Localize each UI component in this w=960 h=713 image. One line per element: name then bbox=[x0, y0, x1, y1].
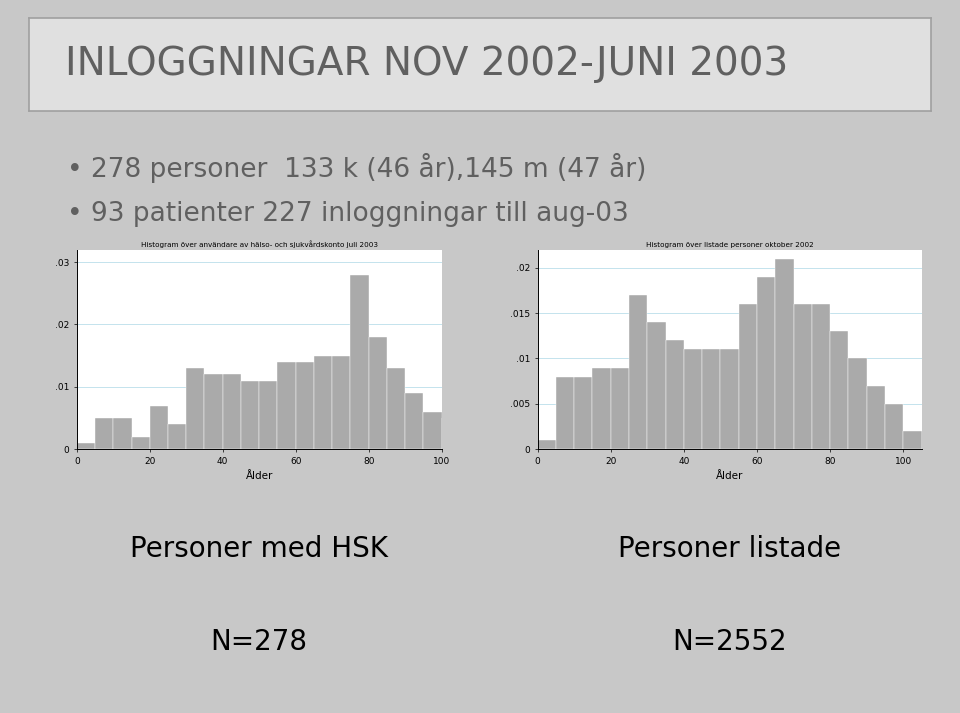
Bar bbox=[812, 304, 830, 449]
X-axis label: Ålder: Ålder bbox=[246, 471, 273, 481]
Text: • 93 patienter 227 inloggningar till aug-03: • 93 patienter 227 inloggningar till aug… bbox=[67, 201, 629, 227]
Bar bbox=[556, 376, 574, 449]
Bar bbox=[757, 277, 776, 449]
Text: N=278: N=278 bbox=[210, 627, 308, 656]
Bar bbox=[849, 359, 867, 449]
Bar bbox=[460, 443, 478, 449]
Text: N=2552: N=2552 bbox=[672, 627, 787, 656]
Title: Histogram över listade personer oktober 2002: Histogram över listade personer oktober … bbox=[646, 242, 813, 248]
Bar bbox=[387, 368, 405, 449]
Bar bbox=[223, 374, 241, 449]
Bar bbox=[77, 443, 95, 449]
Bar bbox=[592, 367, 611, 449]
Bar bbox=[776, 259, 794, 449]
Bar bbox=[903, 431, 922, 449]
Bar bbox=[885, 404, 903, 449]
Bar bbox=[739, 304, 757, 449]
Bar bbox=[95, 418, 113, 449]
Bar bbox=[241, 381, 259, 449]
Title: Histogram över användare av hälso- och sjukvårdskonto juli 2003: Histogram över användare av hälso- och s… bbox=[141, 240, 377, 248]
Bar bbox=[684, 349, 702, 449]
Bar bbox=[186, 368, 204, 449]
Bar bbox=[702, 349, 720, 449]
Bar bbox=[574, 376, 592, 449]
Bar bbox=[332, 356, 350, 449]
Bar bbox=[113, 418, 132, 449]
Bar bbox=[922, 431, 940, 449]
Bar bbox=[132, 436, 150, 449]
Bar bbox=[629, 295, 647, 449]
Text: INLOGGNINGAR NOV 2002-JUNI 2003: INLOGGNINGAR NOV 2002-JUNI 2003 bbox=[65, 45, 788, 83]
Text: Personer listade: Personer listade bbox=[618, 535, 841, 563]
Bar bbox=[314, 356, 332, 449]
Bar bbox=[538, 440, 556, 449]
Bar bbox=[168, 424, 186, 449]
Bar bbox=[277, 361, 296, 449]
Bar bbox=[794, 304, 812, 449]
Bar bbox=[204, 374, 223, 449]
Text: • 278 personer  133 k (46 år),145 m (47 år): • 278 personer 133 k (46 år),145 m (47 å… bbox=[67, 153, 647, 183]
Bar bbox=[665, 340, 684, 449]
Bar bbox=[259, 381, 277, 449]
Bar bbox=[867, 386, 885, 449]
X-axis label: Ålder: Ålder bbox=[716, 471, 743, 481]
Bar bbox=[150, 406, 168, 449]
Bar bbox=[720, 349, 739, 449]
Text: Personer med HSK: Personer med HSK bbox=[131, 535, 388, 563]
Bar bbox=[442, 418, 460, 449]
Bar bbox=[350, 275, 369, 449]
Bar bbox=[296, 361, 314, 449]
Bar bbox=[405, 393, 423, 449]
Bar bbox=[369, 337, 387, 449]
Bar bbox=[647, 322, 665, 449]
Bar bbox=[830, 332, 849, 449]
Bar bbox=[423, 412, 442, 449]
Bar bbox=[611, 367, 629, 449]
